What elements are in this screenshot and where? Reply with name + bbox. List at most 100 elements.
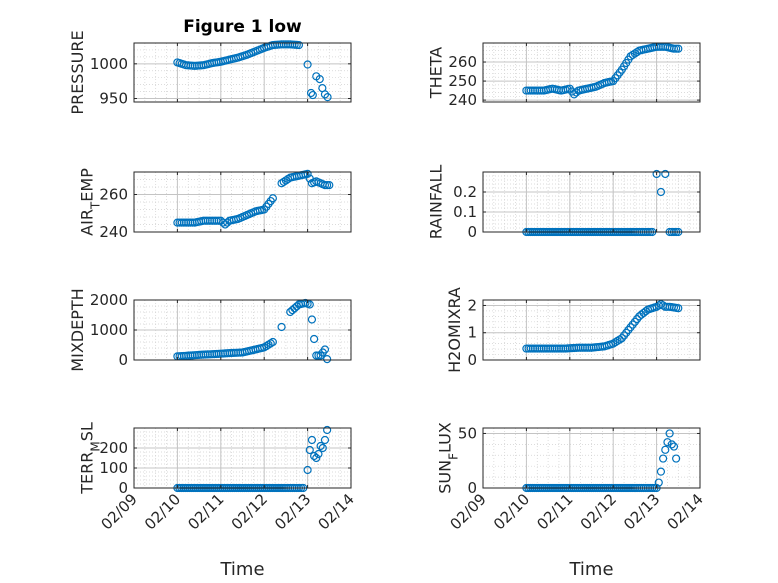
data-point bbox=[307, 435, 317, 445]
data-point bbox=[652, 169, 661, 179]
plot-area bbox=[134, 43, 351, 102]
x-tick-label: 02/13 bbox=[271, 490, 314, 533]
subplot-rainfall: 0 0.1 0.2 RAINFALL bbox=[426, 165, 701, 241]
y-tick-label: 100 bbox=[99, 459, 128, 477]
data-point bbox=[268, 194, 277, 203]
axes-box bbox=[133, 427, 352, 489]
x-axis-label: Time bbox=[219, 559, 264, 580]
data-point bbox=[669, 44, 679, 53]
y-tick-label: 1000 bbox=[90, 321, 128, 339]
y-axis-label: MIXDEPTH bbox=[68, 288, 87, 371]
data-point bbox=[307, 315, 317, 324]
y-tick-label: 240 bbox=[448, 91, 477, 109]
data-point bbox=[663, 438, 672, 447]
data-point bbox=[615, 335, 624, 344]
y-axis-label: H2OMIXRA bbox=[445, 287, 464, 373]
data-point bbox=[613, 336, 622, 346]
data-point bbox=[303, 465, 312, 475]
x-tick-label: 02/11 bbox=[533, 490, 576, 533]
data-point bbox=[315, 74, 324, 84]
y-axis-label: TERRMSL bbox=[77, 422, 102, 495]
y-tick-label: 0 bbox=[467, 223, 477, 241]
y-tick-label: 950 bbox=[99, 90, 128, 108]
data-point bbox=[656, 467, 666, 476]
data-point bbox=[305, 445, 314, 455]
data-point bbox=[320, 345, 330, 354]
x-tick-label: 02/14 bbox=[315, 490, 358, 533]
y-tick-label: 0 bbox=[118, 351, 128, 369]
y-tick-label: 2 bbox=[467, 296, 477, 314]
data-point bbox=[214, 216, 223, 225]
axes-box bbox=[482, 42, 701, 103]
data-point bbox=[312, 453, 321, 463]
data-point bbox=[268, 337, 277, 347]
data-point bbox=[318, 443, 327, 453]
data-point bbox=[669, 442, 679, 451]
data-point bbox=[665, 429, 674, 438]
data-point bbox=[656, 187, 666, 197]
axes-box bbox=[482, 299, 701, 361]
x-tick-label: 02/11 bbox=[184, 490, 227, 533]
x-tick-label: 02/12 bbox=[577, 490, 620, 533]
x-tick-label: 02/10 bbox=[141, 490, 184, 533]
y-tick-label: 200 bbox=[99, 439, 128, 457]
data-point bbox=[277, 179, 286, 188]
data-point bbox=[305, 300, 314, 309]
data-point bbox=[320, 90, 330, 99]
data-point bbox=[672, 44, 681, 53]
y-axis-label: SUNFLUX bbox=[436, 422, 461, 494]
x-tick-label: 02/14 bbox=[664, 490, 707, 533]
data-point bbox=[306, 88, 316, 98]
data-point bbox=[312, 351, 321, 360]
data-point bbox=[674, 304, 683, 313]
data-point bbox=[262, 341, 271, 351]
data-point bbox=[223, 218, 232, 227]
x-tick-label: 02/10 bbox=[490, 490, 533, 533]
axes-box bbox=[133, 171, 352, 233]
data-point bbox=[609, 339, 618, 348]
y-tick-label: 50 bbox=[458, 424, 477, 442]
data-point bbox=[661, 445, 670, 454]
data-point bbox=[572, 88, 581, 97]
y-tick-label: 2000 bbox=[90, 291, 128, 309]
data-point bbox=[279, 177, 288, 186]
x-tick-label: 02/13 bbox=[620, 490, 663, 533]
data-point bbox=[292, 302, 301, 311]
axes-box bbox=[482, 171, 701, 233]
data-point bbox=[308, 90, 317, 100]
data-point bbox=[323, 93, 332, 102]
data-point bbox=[303, 60, 312, 69]
data-point bbox=[323, 425, 332, 435]
data-point bbox=[672, 454, 681, 463]
plot-area bbox=[483, 43, 700, 102]
axes-box bbox=[482, 427, 701, 489]
data-point bbox=[294, 40, 304, 50]
data-point bbox=[323, 181, 332, 190]
data-point bbox=[641, 307, 650, 316]
data-point bbox=[320, 435, 330, 445]
data-point bbox=[303, 169, 312, 178]
data-point bbox=[281, 176, 290, 185]
y-tick-label: 0 bbox=[467, 351, 477, 369]
y-axis-label: RAINFALL bbox=[426, 165, 445, 240]
data-point bbox=[310, 451, 319, 461]
data-point bbox=[277, 322, 286, 332]
data-point bbox=[264, 340, 273, 349]
x-axis-label: Time bbox=[568, 559, 613, 580]
y-tick-label: 1 bbox=[467, 324, 477, 342]
y-tick-label: 260 bbox=[448, 53, 477, 71]
y-tick-label: 260 bbox=[99, 186, 128, 204]
data-point bbox=[611, 338, 620, 347]
data-point bbox=[325, 181, 334, 190]
y-tick-label: 1000 bbox=[90, 55, 128, 73]
y-tick-label: 0 bbox=[467, 479, 477, 497]
axes-box bbox=[133, 42, 352, 103]
y-axis-label: THETA bbox=[426, 47, 445, 99]
data-point bbox=[674, 44, 683, 53]
